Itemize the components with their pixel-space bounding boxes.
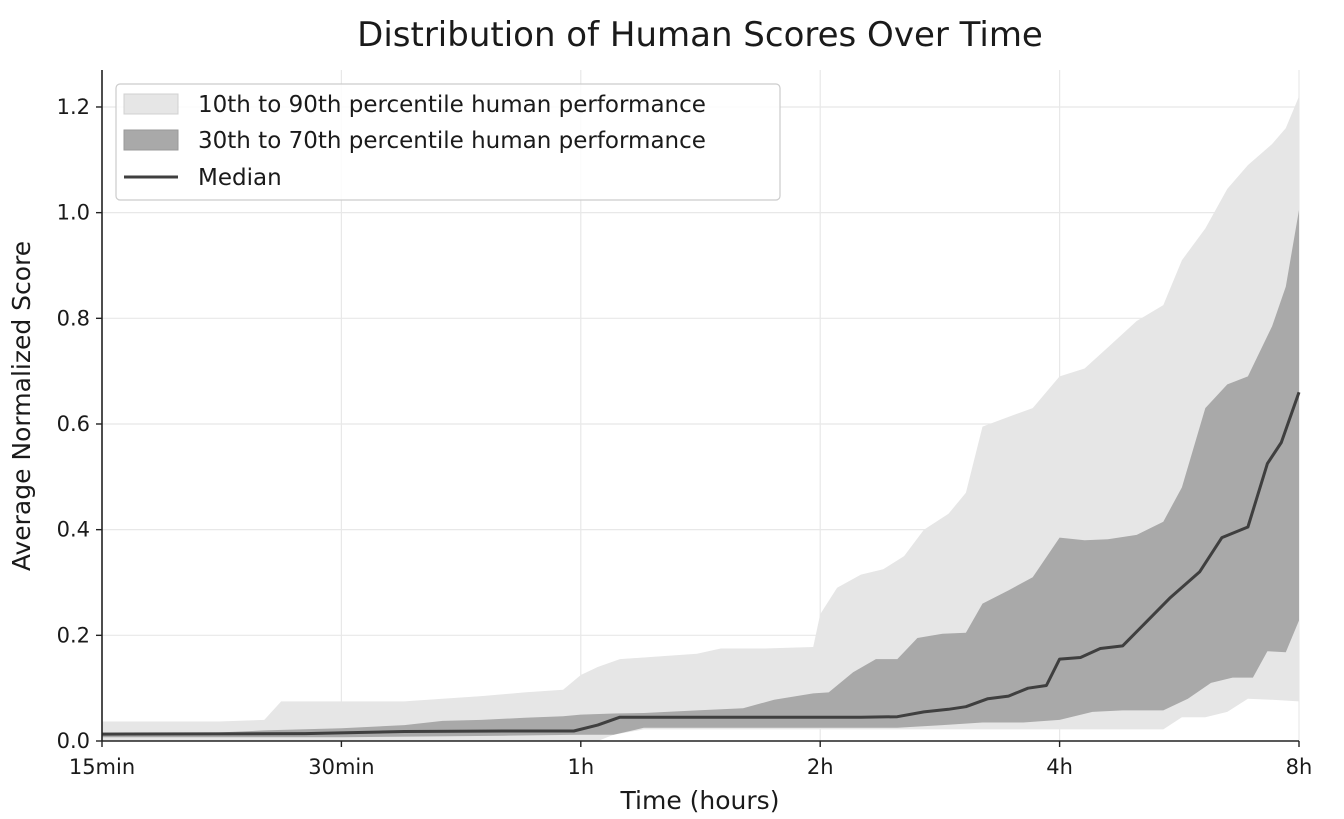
y-axis-label: Average Normalized Score [7, 241, 36, 571]
legend-box [115, 83, 781, 201]
legend: 10th to 90th percentile human performanc… [115, 83, 781, 201]
x-tick-label: 1h [567, 755, 594, 779]
legend-swatch-outer-band [123, 93, 179, 115]
legend-swatch-inner-band [123, 129, 179, 151]
y-tick-label: 0.2 [57, 623, 90, 647]
legend-label-median: Median [198, 165, 282, 191]
y-tick-label: 1.2 [57, 95, 90, 119]
x-axis-label: Time (hours) [620, 786, 780, 815]
band-30-70-percentile [102, 210, 1299, 738]
series-lines [101, 391, 1301, 736]
legend-label-inner-band: 30th to 70th percentile human performanc… [198, 128, 706, 154]
y-tick-label: 0.8 [57, 306, 90, 330]
y-ticks: 0.0 0.2 0.4 0.6 0.8 1.0 1.2 [57, 95, 102, 753]
y-tick-label: 1.0 [57, 201, 90, 225]
y-tick-label: 0.0 [57, 729, 90, 753]
band-10-90-percentile [102, 96, 1299, 741]
legend-label-outer-band: 10th to 90th percentile human performanc… [198, 92, 706, 118]
axes [101, 70, 1299, 742]
x-tick-label: 15min [69, 755, 135, 779]
x-tick-label: 4h [1046, 755, 1073, 779]
median-line [101, 391, 1301, 736]
x-tick-label: 8h [1286, 755, 1313, 779]
y-tick-label: 0.6 [57, 412, 90, 436]
bands [102, 96, 1299, 741]
x-tick-label: 2h [807, 755, 834, 779]
x-ticks: 15min 30min 1h 2h 4h 8h [69, 741, 1313, 779]
x-tick-label: 30min [308, 755, 374, 779]
chart-title: Distribution of Human Scores Over Time [357, 15, 1043, 55]
y-tick-label: 0.4 [57, 518, 90, 542]
